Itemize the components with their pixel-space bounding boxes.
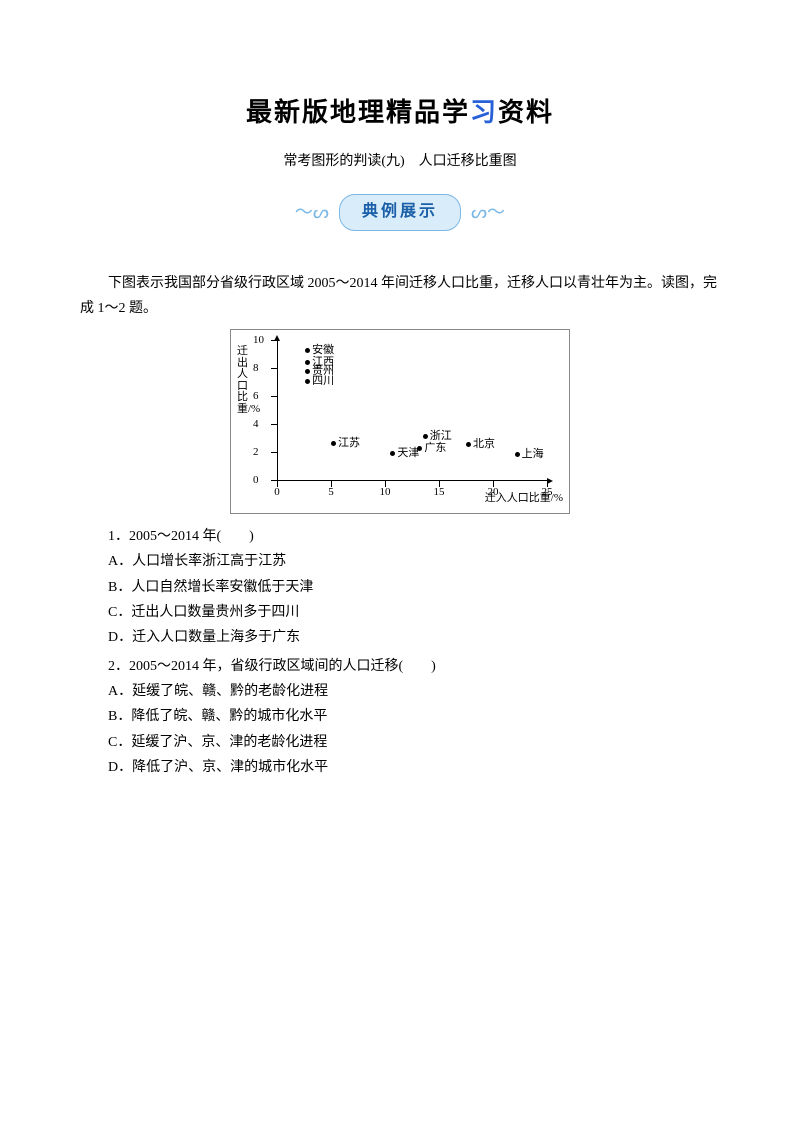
point-label: 四川 bbox=[312, 375, 334, 387]
data-point: 江苏 bbox=[331, 434, 360, 454]
data-point: 北京 bbox=[466, 435, 495, 455]
page-title: 最新版地理精品学习资料 bbox=[80, 90, 720, 137]
q2-opt-d: D．降低了沪、京、津的城市化水平 bbox=[80, 755, 720, 780]
y-tick bbox=[271, 452, 277, 453]
y-axis bbox=[277, 341, 278, 481]
data-point: 天津 bbox=[390, 444, 419, 464]
swirl-left-icon: 〜ᔕ bbox=[295, 196, 329, 228]
subtitle: 常考图形的判读(九) 人口迁移比重图 bbox=[80, 149, 720, 174]
dot-icon bbox=[305, 379, 310, 384]
q2-opt-c: C．延缓了沪、京、津的老龄化进程 bbox=[80, 730, 720, 755]
swirl-right-icon: ᔕ〜 bbox=[471, 196, 505, 228]
y-tick-label: 10 bbox=[253, 331, 264, 351]
y-tick bbox=[271, 396, 277, 397]
x-axis bbox=[277, 480, 547, 481]
dot-icon bbox=[417, 446, 422, 451]
chart-container: 迁出人口比重/% 02468100510152025安徽江西贵州四川江苏天津浙江… bbox=[80, 329, 720, 514]
y-tick bbox=[271, 424, 277, 425]
y-tick-label: 4 bbox=[253, 415, 259, 435]
dot-icon bbox=[515, 452, 520, 457]
dot-icon bbox=[423, 434, 428, 439]
q2-opt-b: B．降低了皖、赣、黔的城市化水平 bbox=[80, 704, 720, 729]
plot-area: 02468100510152025安徽江西贵州四川江苏天津浙江广东北京上海 bbox=[277, 341, 547, 481]
q2-stem: 2．2005～2014 年，省级行政区域间的人口迁移( ) bbox=[80, 654, 720, 679]
y-tick-label: 8 bbox=[253, 359, 259, 379]
y-axis-title: 迁出人口比重/% bbox=[237, 346, 249, 415]
q1-opt-c: C．迁出人口数量贵州多于四川 bbox=[80, 600, 720, 625]
y-tick-label: 2 bbox=[253, 443, 259, 463]
y-tick bbox=[271, 368, 277, 369]
point-label: 上海 bbox=[522, 448, 544, 460]
point-label: 江苏 bbox=[338, 437, 360, 449]
point-label: 天津 bbox=[397, 447, 419, 459]
x-tick-label: 10 bbox=[380, 483, 391, 503]
x-tick-label: 0 bbox=[274, 483, 280, 503]
data-point: 四川 bbox=[305, 372, 334, 392]
q1-opt-d: D．迁入人口数量上海多于广东 bbox=[80, 625, 720, 650]
example-banner: 〜ᔕ 典例展示 ᔕ〜 bbox=[80, 194, 720, 231]
title-suffix: 资料 bbox=[498, 98, 554, 127]
point-label: 广东 bbox=[424, 442, 446, 454]
migration-scatter-chart: 迁出人口比重/% 02468100510152025安徽江西贵州四川江苏天津浙江… bbox=[230, 329, 570, 514]
q1-stem: 1．2005～2014 年( ) bbox=[80, 524, 720, 549]
intro-text: 下图表示我国部分省级行政区域 2005～2014 年间迁移人口比重，迁移人口以青… bbox=[80, 271, 720, 321]
q1-opt-a: A．人口增长率浙江高于江苏 bbox=[80, 549, 720, 574]
banner-label: 典例展示 bbox=[339, 194, 461, 231]
title-prefix: 最新版地理精品学 bbox=[246, 98, 470, 127]
q1-opt-b: B．人口自然增长率安徽低于天津 bbox=[80, 575, 720, 600]
point-label: 北京 bbox=[473, 438, 495, 450]
q2-opt-a: A．延缓了皖、赣、黔的老龄化进程 bbox=[80, 679, 720, 704]
x-tick-label: 15 bbox=[434, 483, 445, 503]
x-axis-title: 迁入人口比重/% bbox=[485, 489, 563, 509]
dot-icon bbox=[466, 442, 471, 447]
dot-icon bbox=[331, 441, 336, 446]
data-point: 上海 bbox=[515, 445, 544, 465]
y-tick bbox=[271, 340, 277, 341]
y-tick-label: 0 bbox=[253, 471, 259, 491]
dot-icon bbox=[390, 451, 395, 456]
title-blue: 习 bbox=[470, 98, 498, 127]
y-tick-label: 6 bbox=[253, 387, 259, 407]
data-point: 广东 bbox=[417, 439, 446, 459]
x-tick-label: 5 bbox=[328, 483, 334, 503]
